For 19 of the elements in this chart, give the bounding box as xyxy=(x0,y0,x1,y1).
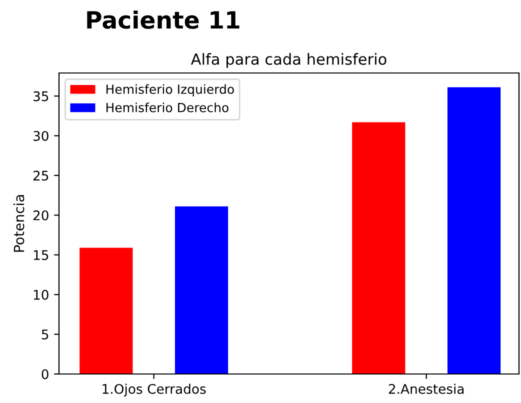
bar xyxy=(174,206,228,374)
y-tick-label: 35 xyxy=(33,91,48,102)
x-tick-label: 2.Anestesia xyxy=(388,384,464,394)
chart-title: Paciente 11 xyxy=(87,10,240,29)
bar xyxy=(447,87,501,374)
bar xyxy=(80,248,133,374)
y-tick-label: 10 xyxy=(34,290,48,300)
y-tick-label: 5 xyxy=(42,330,48,340)
x-tick-label: 1.Ojos Cerrados xyxy=(102,384,206,396)
y-tick-label: 30 xyxy=(33,130,48,141)
y-tick-label: 25 xyxy=(33,170,48,181)
y-tick-label: 0 xyxy=(42,369,48,380)
chart-subtitle: Alfa para cada hemisferio xyxy=(190,53,386,68)
bar xyxy=(352,122,406,374)
legend-label: Hemisferio Izquierdo xyxy=(106,84,234,96)
y-tick-label: 15 xyxy=(34,250,48,260)
y-axis-title: Potencia xyxy=(13,195,24,252)
y-tick-label: 20 xyxy=(33,210,48,220)
legend-label: Hemisferio Derecho xyxy=(106,102,228,112)
